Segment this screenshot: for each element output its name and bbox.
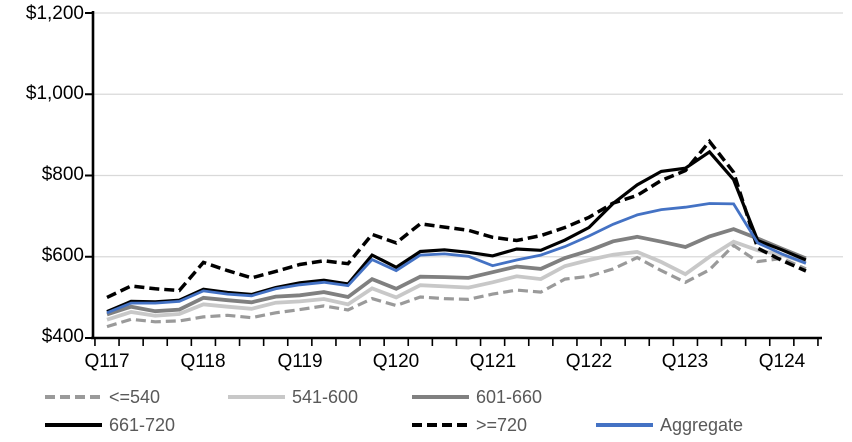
legend-label: 541-600 — [292, 386, 359, 407]
legend-item: >=720 — [412, 414, 527, 436]
legend-swatch-aggregate — [596, 423, 653, 427]
legend-swatch-601-660 — [412, 395, 469, 399]
legend-label: >=720 — [476, 414, 528, 435]
x-tick-label: Q123 — [661, 351, 709, 372]
legend-label: <=540 — [109, 386, 161, 407]
y-tick-label: $800 — [41, 164, 84, 185]
legend-label: 661-720 — [109, 414, 176, 435]
legend-label: Aggregate — [660, 414, 744, 435]
y-tick-label: $1,200 — [25, 3, 84, 24]
x-tick-label: Q120 — [372, 351, 420, 372]
y-tick-label: $600 — [41, 245, 84, 266]
x-tick-label: Q119 — [277, 351, 323, 372]
y-tick-label: $400 — [41, 326, 84, 347]
legend-swatch-541-600 — [228, 395, 285, 399]
y-tick-label: $1,000 — [25, 83, 84, 104]
legend-item: 541-600 — [228, 386, 358, 408]
legend-item: 661-720 — [45, 414, 175, 436]
legend-item: <=540 — [45, 386, 160, 408]
legend-item: 601-660 — [412, 386, 542, 408]
x-tick-label: Q121 — [469, 351, 517, 372]
legend-swatch-661-720 — [45, 423, 102, 427]
x-tick-label: Q117 — [84, 351, 130, 372]
x-tick-label: Q118 — [180, 351, 226, 372]
legend-item: Aggregate — [596, 414, 743, 436]
legend-swatch-le540 — [45, 395, 102, 399]
legend-swatch-ge720 — [412, 423, 469, 427]
x-tick-label: Q122 — [565, 351, 613, 372]
legend-label: 601-660 — [476, 386, 543, 407]
x-tick-label: Q124 — [758, 351, 806, 372]
